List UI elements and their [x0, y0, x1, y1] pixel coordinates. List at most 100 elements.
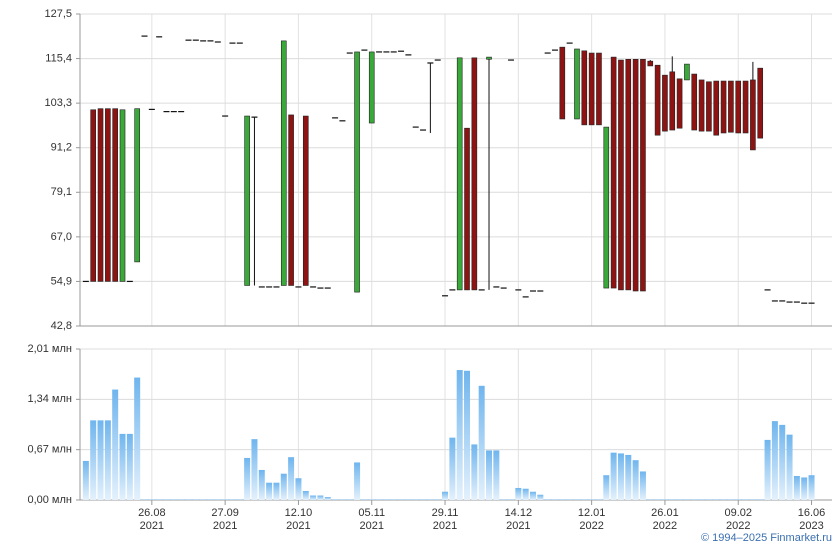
candle-body	[691, 73, 698, 131]
volume-bar	[588, 499, 595, 500]
x-tick-label: 14.12 2021	[504, 507, 533, 532]
candle-body	[464, 127, 470, 291]
volume-bar	[617, 453, 624, 500]
x-tick-label: 26.01 2022	[651, 507, 679, 532]
volume-bar	[478, 385, 485, 500]
volume-bar	[669, 499, 676, 500]
y-tick-label: 91,2	[51, 142, 72, 154]
candle-body	[632, 59, 639, 292]
volume-bar	[368, 499, 375, 500]
candle-body	[654, 64, 661, 136]
volume-bar	[705, 499, 712, 500]
volume-bar	[735, 499, 742, 500]
volume-bar	[119, 433, 126, 500]
volume-bar	[288, 457, 295, 500]
volume-bar	[170, 499, 177, 500]
volume-bar	[163, 499, 170, 500]
x-tick-label: 09.02 2022	[724, 507, 752, 532]
candle-body	[581, 50, 588, 126]
y-tick-label: 2,01 млн	[27, 343, 72, 355]
volume-bar	[141, 499, 148, 500]
volume-bar	[449, 437, 456, 500]
volume-bar	[354, 462, 361, 500]
volume-bar	[683, 499, 690, 500]
candle-body	[588, 52, 595, 126]
volume-bar	[779, 424, 786, 500]
volume-bar	[610, 452, 617, 500]
candle-body	[574, 48, 580, 120]
volume-bar	[471, 444, 478, 500]
volume-bar	[420, 499, 427, 500]
volume-bar	[82, 460, 89, 500]
candle-body	[676, 78, 683, 129]
volume-bar	[727, 499, 734, 500]
candle-body	[750, 79, 756, 151]
volume-bar	[200, 499, 207, 500]
volume-bar	[764, 439, 771, 500]
candle-body	[368, 51, 375, 124]
x-tick-label: 29.11 2021	[431, 507, 459, 532]
candle-body	[280, 40, 287, 286]
y-tick-label: 79,1	[51, 186, 72, 198]
volume-bar	[339, 499, 346, 500]
volume-bar	[647, 499, 654, 500]
candle-body	[112, 108, 118, 282]
y-tick-label: 103,3	[44, 97, 72, 109]
volume-bar	[390, 499, 397, 500]
volume-bar	[383, 499, 390, 500]
volume-bar	[698, 499, 705, 500]
candle-body	[647, 60, 654, 67]
volume-bar	[786, 434, 793, 500]
y-tick-label: 0,00 млн	[27, 494, 72, 506]
y-tick-label: 1,34 млн	[27, 393, 72, 405]
candle-body	[288, 114, 294, 286]
volume-bar	[566, 499, 573, 500]
volume-bar	[434, 499, 441, 500]
candle-body	[618, 59, 624, 291]
volume-bar	[156, 499, 163, 500]
volume-bar	[222, 499, 229, 500]
candle-body	[603, 126, 610, 289]
x-tick-label: 12.10 2021	[284, 507, 313, 532]
volume-bar	[412, 499, 419, 500]
volume-bar	[500, 499, 507, 500]
candle-body	[471, 57, 478, 291]
volume-bar	[661, 499, 668, 500]
candle-body	[105, 108, 111, 282]
volume-bar	[405, 499, 412, 500]
volume-bar	[295, 478, 302, 500]
candle-body	[713, 80, 720, 136]
volume-bar	[639, 471, 646, 500]
volume-bar	[332, 499, 339, 500]
volume-bar	[456, 370, 463, 500]
volume-bar	[178, 499, 185, 500]
volume-bar	[720, 499, 727, 500]
candle-body	[90, 109, 96, 282]
candle-body	[728, 80, 734, 133]
candle-body	[742, 80, 749, 134]
y-tick-label: 0,67 млн	[27, 444, 72, 456]
volume-bar	[317, 495, 324, 500]
volume-bar	[793, 475, 800, 500]
y-tick-label: 115,4	[45, 52, 72, 64]
volume-bar	[302, 490, 309, 500]
y-tick-label: 127,5	[44, 8, 72, 20]
volume-bar	[486, 450, 493, 500]
candle-body	[302, 115, 309, 286]
volume-bar	[676, 499, 683, 500]
volume-bar	[258, 469, 265, 500]
volume-bar	[273, 482, 280, 500]
volume-bar	[515, 487, 522, 500]
volume-bar	[346, 499, 353, 500]
candle-body	[640, 59, 646, 292]
volume-bar	[266, 482, 273, 500]
volume-bar	[742, 499, 749, 500]
volume-bar	[97, 420, 104, 500]
candle-body	[134, 108, 140, 263]
volume-bar	[104, 420, 111, 500]
volume-bar	[757, 499, 764, 500]
volume-bar	[625, 454, 632, 500]
volume-bar	[654, 499, 661, 500]
